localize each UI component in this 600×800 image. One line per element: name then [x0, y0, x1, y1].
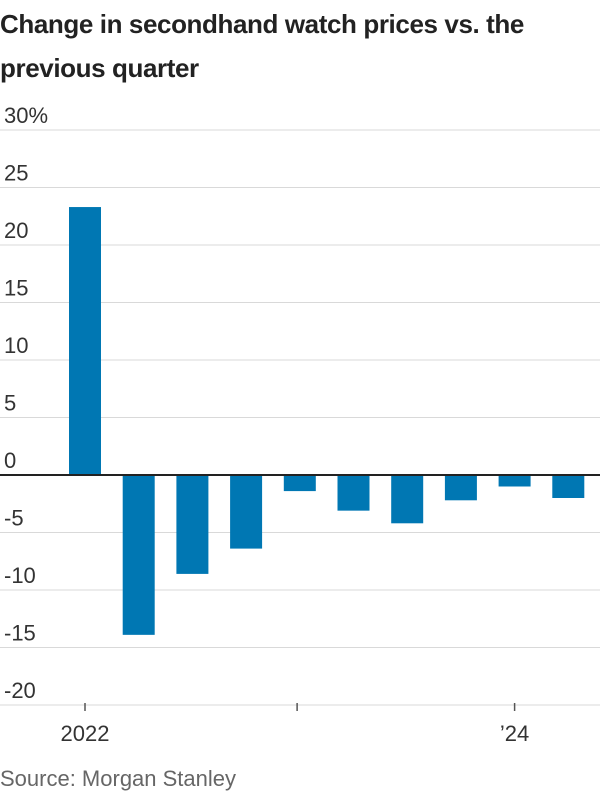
bar	[552, 475, 585, 498]
source-note: Source: Morgan Stanley	[0, 766, 237, 791]
y-tick-label: 25	[4, 161, 28, 186]
y-tick-label: 20	[4, 218, 28, 243]
y-tick-label: 15	[4, 276, 28, 301]
bar	[498, 475, 531, 487]
y-tick-label: -5	[4, 506, 24, 531]
bar	[283, 475, 316, 492]
x-tick-label: 2022	[61, 721, 110, 746]
x-tick-label: ’24	[500, 721, 529, 746]
bar	[122, 475, 155, 635]
bar	[337, 475, 370, 511]
y-axis-ticks: 30% 25 20 15 10 5 0 -5 -10 -15 -20	[4, 103, 48, 703]
y-tick-label: 10	[4, 333, 28, 358]
chart-title: Change in secondhand watch prices vs. th…	[0, 9, 524, 83]
y-tick-label: -10	[4, 563, 36, 588]
bar	[391, 475, 424, 524]
bar	[444, 475, 477, 501]
y-tick-label: 30%	[4, 103, 48, 128]
bar	[230, 475, 263, 549]
y-tick-label: 0	[4, 448, 16, 473]
bars	[69, 207, 585, 635]
bar	[69, 207, 101, 476]
y-tick-label: 5	[4, 391, 16, 416]
y-tick-label: -15	[4, 621, 36, 646]
x-axis: 2022 ’24	[61, 703, 529, 746]
bar	[176, 475, 209, 574]
y-tick-label: -20	[4, 678, 36, 703]
